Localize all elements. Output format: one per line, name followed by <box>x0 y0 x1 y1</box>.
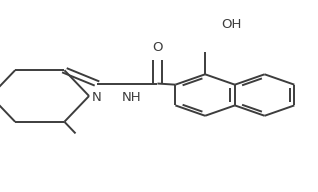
Text: N: N <box>92 91 102 104</box>
Text: NH: NH <box>122 91 142 104</box>
Text: OH: OH <box>221 17 242 31</box>
Text: O: O <box>152 41 163 54</box>
